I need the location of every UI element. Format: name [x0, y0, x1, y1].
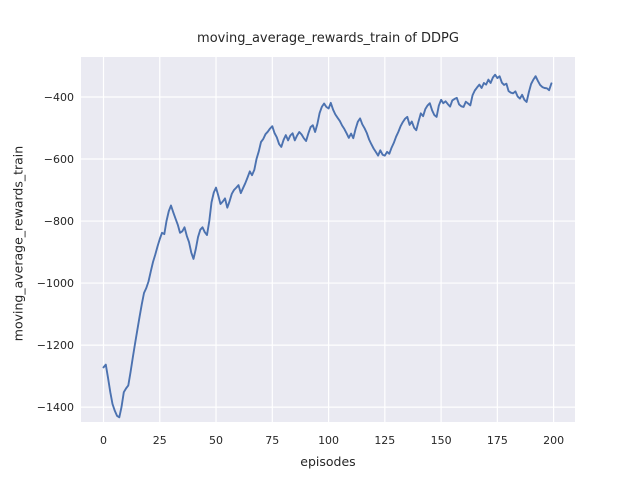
x-tick-label: 200	[543, 434, 564, 447]
y-tick-label: −600	[44, 153, 74, 166]
series-line	[102, 73, 553, 419]
y-tick-label: −1400	[37, 401, 74, 414]
x-tick-label: 175	[487, 434, 508, 447]
x-tick-label: 100	[318, 434, 339, 447]
x-tick-label: 25	[153, 434, 167, 447]
y-tick-label: −800	[44, 215, 74, 228]
y-tick-label: −400	[44, 91, 74, 104]
x-axis-label: episodes	[300, 454, 356, 469]
x-tick-label: 150	[431, 434, 452, 447]
x-tick-label: 125	[374, 434, 395, 447]
y-tick-label: −1000	[37, 277, 74, 290]
y-tick-label: −1200	[37, 339, 74, 352]
chart-title: moving_average_rewards_train of DDPG	[197, 31, 459, 46]
y-tick-labels: −400 −600 −800 −1000 −1200 −1400	[37, 91, 74, 414]
x-tick-labels: 0 25 50 75 100 125 150 175 200	[100, 434, 564, 447]
x-tick-label: 0	[100, 434, 107, 447]
x-tick-label: 50	[209, 434, 223, 447]
x-tick-label: 75	[265, 434, 279, 447]
grid-lines	[81, 57, 575, 422]
